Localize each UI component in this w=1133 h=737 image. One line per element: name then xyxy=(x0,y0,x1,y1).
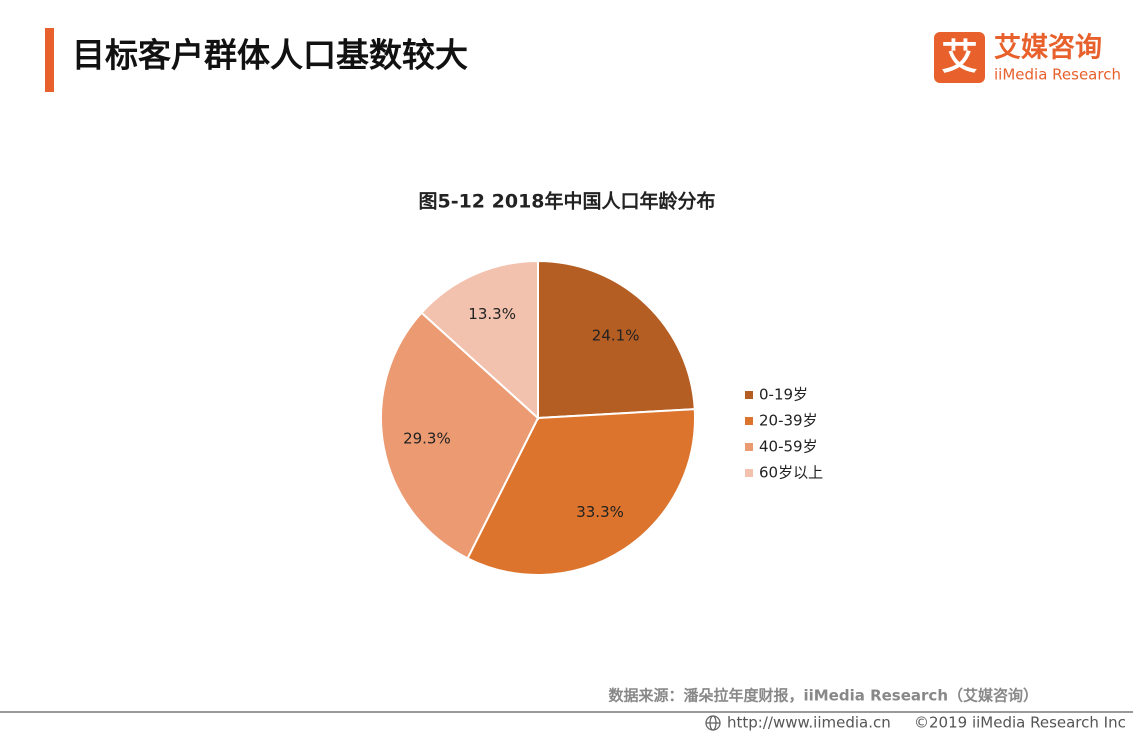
pie: 24.1% 33.3% 29.3% 13.3% xyxy=(380,259,696,576)
legend: 0-19岁 20-39岁 40-59岁 60岁以上 xyxy=(745,386,823,482)
legend-label: 40-59岁 xyxy=(759,438,818,456)
logo-icon-text: 艾 xyxy=(941,37,977,78)
legend-swatch xyxy=(745,469,753,477)
pie-slice xyxy=(537,259,696,420)
footer-url: http://www.iimedia.cn xyxy=(727,714,891,732)
logo-icon xyxy=(934,32,985,83)
footer-copyright: ©2019 iiMedia Research Inc xyxy=(914,714,1126,732)
legend-swatch xyxy=(745,391,753,399)
data-label: 24.1% xyxy=(592,326,640,344)
pie-slice xyxy=(380,311,540,560)
logo-name: 艾媒咨询 xyxy=(994,32,1102,64)
data-label: 29.3% xyxy=(403,429,451,447)
pie-slice xyxy=(466,408,696,576)
legend-swatch xyxy=(745,443,753,451)
data-label: 13.3% xyxy=(468,305,516,323)
chart-title: 图5-12 2018年中国人口年龄分布 xyxy=(418,190,715,213)
legend-label: 0-19岁 xyxy=(759,386,808,404)
legend-label: 60岁以上 xyxy=(759,464,823,482)
title-accent xyxy=(45,28,54,92)
legend-swatch xyxy=(745,417,753,425)
page-title: 目标客户群体人口基数较大 xyxy=(72,36,468,75)
source-note: 数据来源：潘朵拉年度财报，iiMedia Research（艾媒咨询） xyxy=(608,687,1038,705)
legend-label: 20-39岁 xyxy=(759,412,818,430)
data-label: 33.3% xyxy=(576,503,624,521)
pie-slice xyxy=(420,259,539,421)
globe-icon xyxy=(705,715,721,731)
logo-english: iiMedia Research xyxy=(994,66,1121,84)
